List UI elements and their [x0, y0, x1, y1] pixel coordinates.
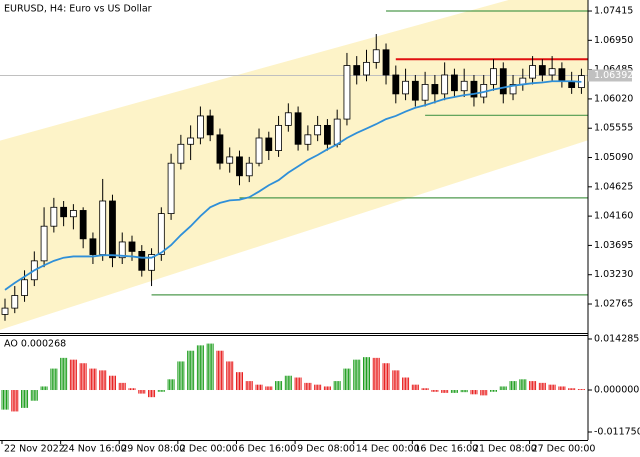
labels: EURUSD, H4: Euro vs US Dollar AO 0.00026…	[4, 4, 152, 350]
x-tick-label: 29 Nov 08:00	[121, 444, 185, 455]
channel	[0, 0, 588, 330]
candle-body	[109, 200, 116, 259]
candle-body	[509, 84, 517, 95]
y-tick-label: 0.014285	[594, 333, 639, 344]
candle-body	[451, 74, 458, 92]
candle-body	[79, 210, 87, 240]
candle-body	[157, 213, 165, 255]
candle-body	[372, 49, 380, 63]
last-price-tag	[588, 69, 632, 82]
candle-body	[206, 115, 214, 136]
candle-body	[138, 251, 146, 271]
candle-body	[363, 61, 370, 76]
candle-body	[558, 68, 566, 82]
x-tick-label: 2 Dec 00:00	[180, 444, 238, 455]
y-tick-label: 1.06950	[594, 35, 633, 46]
candle-body	[11, 295, 19, 309]
candle-body	[382, 49, 390, 76]
candle-body	[60, 206, 68, 218]
candle-body	[333, 118, 341, 145]
candle-body	[50, 206, 58, 227]
candle-body	[431, 84, 439, 95]
y-tick-label: 0.000000	[594, 385, 639, 396]
last-price-label: 1.06392	[594, 70, 633, 81]
candle-body	[99, 200, 107, 255]
x-tick-label: 21 Dec 08:00	[473, 444, 537, 455]
candle-body	[402, 80, 409, 95]
candle-body	[304, 134, 312, 145]
indicator-label: AO 0.000268	[4, 339, 66, 350]
candle-body	[343, 65, 351, 120]
x-tick-label: 14 Dec 00:00	[356, 444, 420, 455]
candle-body	[226, 156, 234, 164]
candle-body	[314, 124, 322, 136]
candle-body	[128, 241, 136, 252]
candle-body	[392, 74, 400, 95]
candle-body	[40, 225, 48, 262]
x-tick-label: 24 Nov 16:00	[63, 444, 127, 455]
x-tick-label: 16 Dec 16:00	[414, 444, 478, 455]
candle-body	[470, 80, 478, 98]
y-tick-label: 1.07415	[594, 6, 633, 17]
y-tick-label: 1.05090	[594, 152, 633, 163]
x-tick-label: 9 Dec 08:00	[297, 444, 355, 455]
candle-body	[245, 162, 253, 177]
y-tick-label: -0.011750	[594, 426, 640, 437]
x-tick-label: 22 Nov 2022	[4, 444, 65, 455]
y-tick-label: 1.05555	[594, 123, 633, 134]
candle-body	[118, 241, 126, 259]
candle-body	[284, 112, 292, 126]
candle-body	[216, 134, 224, 164]
candle-body	[69, 210, 77, 218]
candle-body	[421, 84, 429, 101]
ao-pane	[1, 343, 585, 412]
y-tick-label: 1.03230	[594, 269, 633, 280]
candle-body	[236, 156, 243, 177]
y-tick-label: 1.06020	[594, 93, 633, 104]
chart-title: EURUSD, H4: Euro vs US Dollar	[4, 4, 152, 15]
candle-body	[177, 143, 185, 164]
y-tick-label: 1.02765	[594, 299, 633, 310]
candle-body	[255, 137, 263, 164]
candle-body	[21, 279, 28, 296]
candle-body	[411, 80, 419, 101]
candle-body	[294, 112, 302, 145]
x-tick-label: 6 Dec 16:00	[238, 444, 296, 455]
main-pane	[0, 0, 588, 330]
x-tick-label: 27 Dec 00:00	[532, 444, 596, 455]
y-tick-label: 1.04160	[594, 211, 633, 222]
candle-body	[167, 162, 175, 214]
candle-body	[148, 254, 155, 271]
candle-body	[265, 137, 273, 151]
candle-body	[460, 80, 468, 92]
y-tick-label: 1.03695	[594, 240, 633, 251]
candle-body	[538, 65, 546, 76]
y-tick-label: 1.04625	[594, 181, 633, 192]
candle-body	[1, 307, 9, 315]
candle-body	[548, 68, 556, 76]
candle-body	[196, 115, 204, 139]
candle-body	[353, 65, 361, 76]
candle-body	[490, 68, 497, 85]
candle-body	[499, 68, 507, 95]
candle-body	[441, 74, 449, 95]
candle-body	[324, 124, 331, 145]
candle-body	[529, 65, 536, 79]
candle-body	[275, 124, 282, 151]
candle-body	[89, 238, 97, 255]
moving-average	[4, 80, 582, 291]
candle-body	[187, 137, 195, 145]
